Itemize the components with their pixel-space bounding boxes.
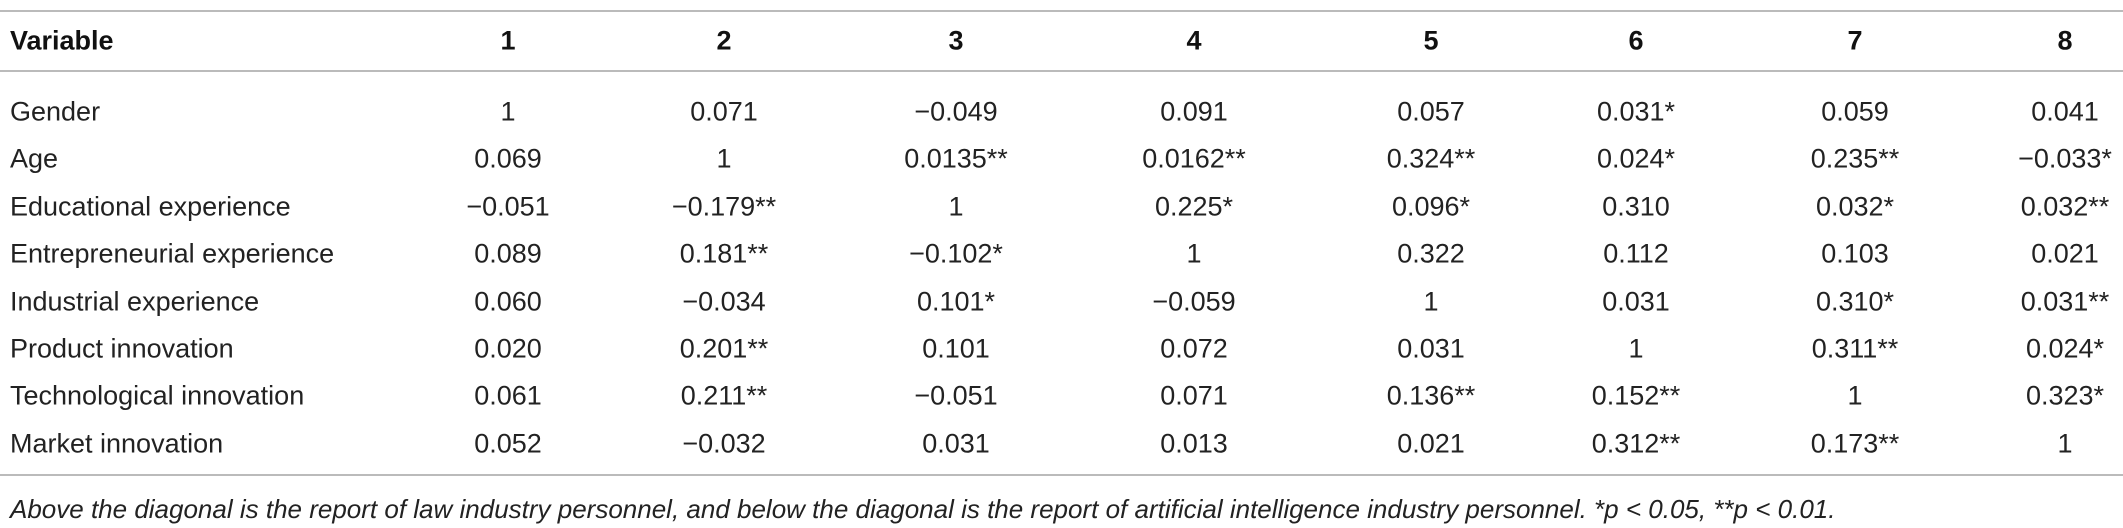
table-cell: 0.061: [474, 380, 542, 411]
header-cell: 2: [716, 25, 732, 56]
table-cell: 1: [716, 143, 732, 174]
row-label: Product innovation: [10, 333, 234, 364]
header-cell: 6: [1628, 25, 1644, 56]
table-cell: 0.101: [922, 333, 990, 364]
table-cell: −0.032: [682, 428, 766, 459]
table-cell: −0.102*: [909, 238, 1003, 269]
table-cell: 0.032*: [1815, 191, 1895, 222]
table-cell: 0.312**: [1591, 428, 1681, 459]
table-cell: 0.013: [1160, 428, 1228, 459]
table-cell: 0.112: [1603, 238, 1669, 269]
table-cell: 0.032**: [2020, 191, 2110, 222]
table-cell: 0.071: [690, 96, 758, 127]
table-cell: 0.069: [474, 143, 542, 174]
table-cell: 1: [1423, 286, 1439, 317]
table-cell: 1: [948, 191, 964, 222]
table-cell: 1: [500, 96, 516, 127]
header-cell: Variable: [10, 25, 114, 56]
table-cell: 0.031*: [1596, 96, 1676, 127]
table-cell: 0.103: [1821, 238, 1889, 269]
table-cell: 0.235**: [1810, 143, 1900, 174]
table-cell: −0.049: [914, 96, 998, 127]
table-cell: 0.310: [1602, 191, 1670, 222]
table-cell: 0.322: [1397, 238, 1465, 269]
row-label: Technological innovation: [10, 380, 305, 411]
table-cell: 0.059: [1821, 96, 1889, 127]
table-cell: 0.021: [1397, 428, 1465, 459]
row-label: Market innovation: [10, 428, 224, 459]
table-cell: 0.181**: [679, 238, 769, 269]
table-cell: 0.060: [474, 286, 542, 317]
table-cell: 0.021: [2031, 238, 2099, 269]
table-cell: 0.031: [922, 428, 990, 459]
table-cell: 0.310*: [1815, 286, 1895, 317]
header-cell: 1: [500, 25, 516, 56]
table-cell: 0.057: [1397, 96, 1465, 127]
header-cell: 3: [948, 25, 964, 56]
table-cell: 0.225*: [1154, 191, 1234, 222]
table-cell: −0.059: [1152, 286, 1236, 317]
top-rule: [0, 10, 2123, 12]
footnote: Above the diagonal is the report of law …: [10, 494, 1836, 524]
row-label: Industrial experience: [10, 286, 260, 317]
table-cell: −0.051: [914, 380, 998, 411]
table-cell: 0.052: [474, 428, 542, 459]
table-cell: 0.101*: [916, 286, 996, 317]
table-cell: 0.020: [474, 333, 542, 364]
table-cell: 0.136**: [1386, 380, 1476, 411]
table-cell: 0.096*: [1391, 191, 1471, 222]
table-cell: 0.091: [1160, 96, 1228, 127]
table-cell: 0.173**: [1810, 428, 1900, 459]
table-cell: 0.311**: [1811, 333, 1899, 364]
table-cell: −0.034: [682, 286, 766, 317]
table-cell: 0.031: [1602, 286, 1670, 317]
table-cell: 0.324**: [1386, 143, 1476, 174]
table-cell: −0.179**: [671, 191, 777, 222]
table-cell: 0.152**: [1591, 380, 1681, 411]
table-cell: 1: [1628, 333, 1644, 364]
table-cell: 0.041: [2031, 96, 2099, 127]
table-cell: 1: [2057, 428, 2073, 459]
table-cell: 0.0162**: [1142, 143, 1246, 174]
row-label: Age: [10, 143, 59, 174]
row-label: Educational experience: [10, 191, 291, 222]
header-cell: 8: [2057, 25, 2073, 56]
bottom-rule: [0, 474, 2123, 476]
table-cell: 0.071: [1160, 380, 1228, 411]
table-cell: 0.201**: [679, 333, 769, 364]
table-cell: 0.323*: [2025, 380, 2105, 411]
table-cell: 0.024*: [1596, 143, 1676, 174]
table-cell: 0.089: [474, 238, 542, 269]
table-cell: 0.024*: [2025, 333, 2105, 364]
table-cell: 0.072: [1160, 333, 1228, 364]
table-cell: 1: [1847, 380, 1863, 411]
table-cell: 0.031**: [2020, 286, 2110, 317]
row-label: Gender: [10, 96, 101, 127]
table-cell: 0.211**: [680, 380, 768, 411]
table-cell: 0.0135**: [904, 143, 1008, 174]
table-cell: −0.033*: [2018, 143, 2112, 174]
header-cell: 5: [1423, 25, 1439, 56]
header-cell: 7: [1847, 25, 1863, 56]
table-cell: 1: [1186, 238, 1202, 269]
header-rule: [0, 70, 2123, 72]
table-cell: −0.051: [466, 191, 550, 222]
table-cell: 0.031: [1397, 333, 1465, 364]
header-cell: 4: [1186, 25, 1202, 56]
row-label: Entrepreneurial experience: [10, 238, 335, 269]
